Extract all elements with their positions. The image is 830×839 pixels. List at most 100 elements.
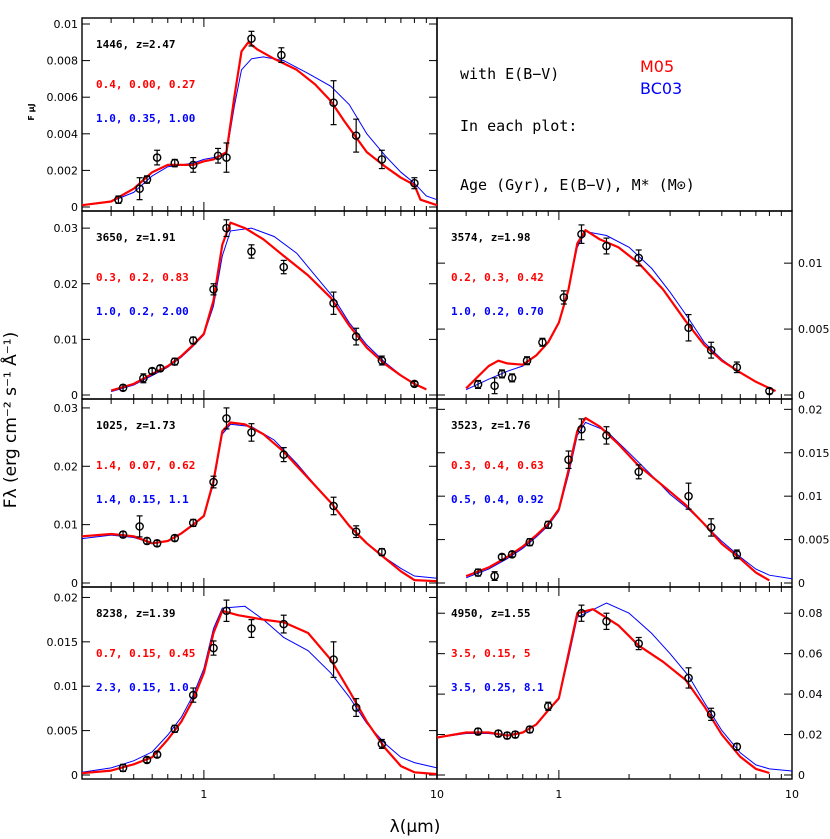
observed-point [247, 619, 256, 638]
panel-3574: 0 0.005 0.01 3574, z=1.98 0.2, 0.3, 0.42 1.0,… [436, 210, 830, 402]
data-point [152, 750, 162, 759]
observed-point [114, 195, 123, 204]
data-point [497, 369, 507, 379]
data-point [118, 530, 128, 539]
panel-red-params: 0.2, 0.3, 0.42 [451, 271, 544, 284]
data-point [510, 730, 520, 739]
data-point [732, 742, 742, 751]
observed-point [118, 763, 128, 773]
data-point [222, 606, 231, 616]
data-point [602, 617, 611, 626]
observed-point [247, 423, 256, 442]
panel-blue-params: 1.4, 0.15, 1.1 [96, 493, 189, 506]
y-tick-label: 0.01 [798, 257, 823, 270]
data-point [279, 262, 289, 272]
data-point [351, 332, 361, 341]
panel-label: 3574, z=1.98 [451, 231, 530, 244]
data-point [494, 729, 503, 738]
x-axis-label: λ(μm) [390, 817, 441, 837]
info-panel: with E(B−V) In each plot: Age (Gyr), E(B… [460, 57, 695, 194]
data-point [684, 673, 693, 683]
observed-point [351, 327, 361, 346]
observed-point [559, 290, 569, 305]
observed-point [329, 80, 338, 126]
y-tick-label: 0.004 [47, 128, 79, 141]
data-point [188, 160, 198, 170]
data-point [222, 153, 231, 162]
panel-blue-params: 1.0, 0.2, 2.00 [96, 305, 189, 318]
observed-point [634, 249, 644, 267]
data-point [188, 518, 198, 528]
y-tick-label: 0.01 [54, 680, 79, 693]
observed-point [577, 604, 586, 622]
observed-point [351, 698, 361, 718]
y-tick-label: 0.005 [47, 725, 79, 738]
data-point [410, 379, 419, 389]
observed-point [209, 640, 218, 656]
panel-1446-y-unit-label: F μJ [27, 103, 36, 120]
observed-point [377, 547, 387, 557]
observed-point [170, 158, 180, 168]
observed-point [222, 407, 231, 430]
observed-point [279, 259, 289, 275]
observed-point [170, 357, 180, 366]
info-line-3: Age (Gyr), E(B−V), M* (M⊙) [460, 176, 695, 194]
observed-point [351, 118, 361, 153]
observed-point [152, 539, 162, 548]
panel-4950: 0 0.02 0.04 0.06 0.08 4950, z=1.55 3.5, 0.15, … [436, 586, 823, 782]
data-point [490, 381, 499, 391]
data-point [507, 373, 517, 383]
y-tick-label: 0 [798, 769, 805, 782]
y-tick-label: 0.01 [54, 519, 79, 532]
observed-point [522, 356, 532, 366]
observed-point [142, 175, 152, 184]
data-point [152, 539, 162, 548]
data-point [277, 50, 286, 60]
data-point [152, 153, 162, 162]
observed-point [279, 447, 289, 463]
panel-label: 4950, z=1.55 [451, 607, 530, 620]
y-tick-label: 0 [798, 577, 805, 590]
data-point [525, 725, 535, 734]
data-point [329, 655, 338, 664]
data-point [634, 467, 644, 477]
data-point [543, 701, 553, 711]
observed-point [188, 687, 198, 703]
data-point [114, 195, 123, 204]
y-tick-label: 0.04 [798, 688, 823, 701]
observed-point [135, 177, 144, 201]
y-tick-label: 0.01 [798, 490, 823, 503]
x-tick-label: 10 [430, 788, 444, 801]
observed-point [634, 636, 644, 651]
y-tick-label: 0.015 [47, 636, 79, 649]
data-point [188, 336, 198, 345]
observed-point [473, 379, 483, 390]
observed-point [147, 366, 157, 376]
data-point [142, 755, 152, 765]
y-tick-label: 0 [71, 201, 78, 214]
y-tick-label: 0.005 [798, 534, 830, 547]
observed-point [684, 313, 693, 342]
data-point [222, 414, 231, 423]
panel-red-params: 0.4, 0.00, 0.27 [96, 78, 195, 91]
series-m05-line [465, 416, 770, 582]
observed-point [170, 533, 180, 543]
observed-point [247, 244, 256, 259]
data-point [377, 356, 387, 365]
observed-point [279, 614, 289, 634]
data-point [502, 731, 512, 740]
observed-point [142, 536, 152, 546]
y-tick-label: 0.03 [54, 402, 79, 415]
data-point [247, 34, 256, 43]
data-point [577, 425, 586, 434]
data-point [559, 293, 569, 302]
panel-red-params: 0.3, 0.4, 0.63 [451, 459, 544, 472]
data-point [732, 363, 742, 372]
data-point [170, 533, 180, 543]
observed-point [490, 571, 499, 581]
observed-point [329, 641, 338, 678]
observed-point [152, 149, 162, 166]
observed-point [497, 552, 507, 562]
panel-red-params: 0.3, 0.2, 0.83 [96, 271, 189, 284]
observed-point [142, 755, 152, 765]
